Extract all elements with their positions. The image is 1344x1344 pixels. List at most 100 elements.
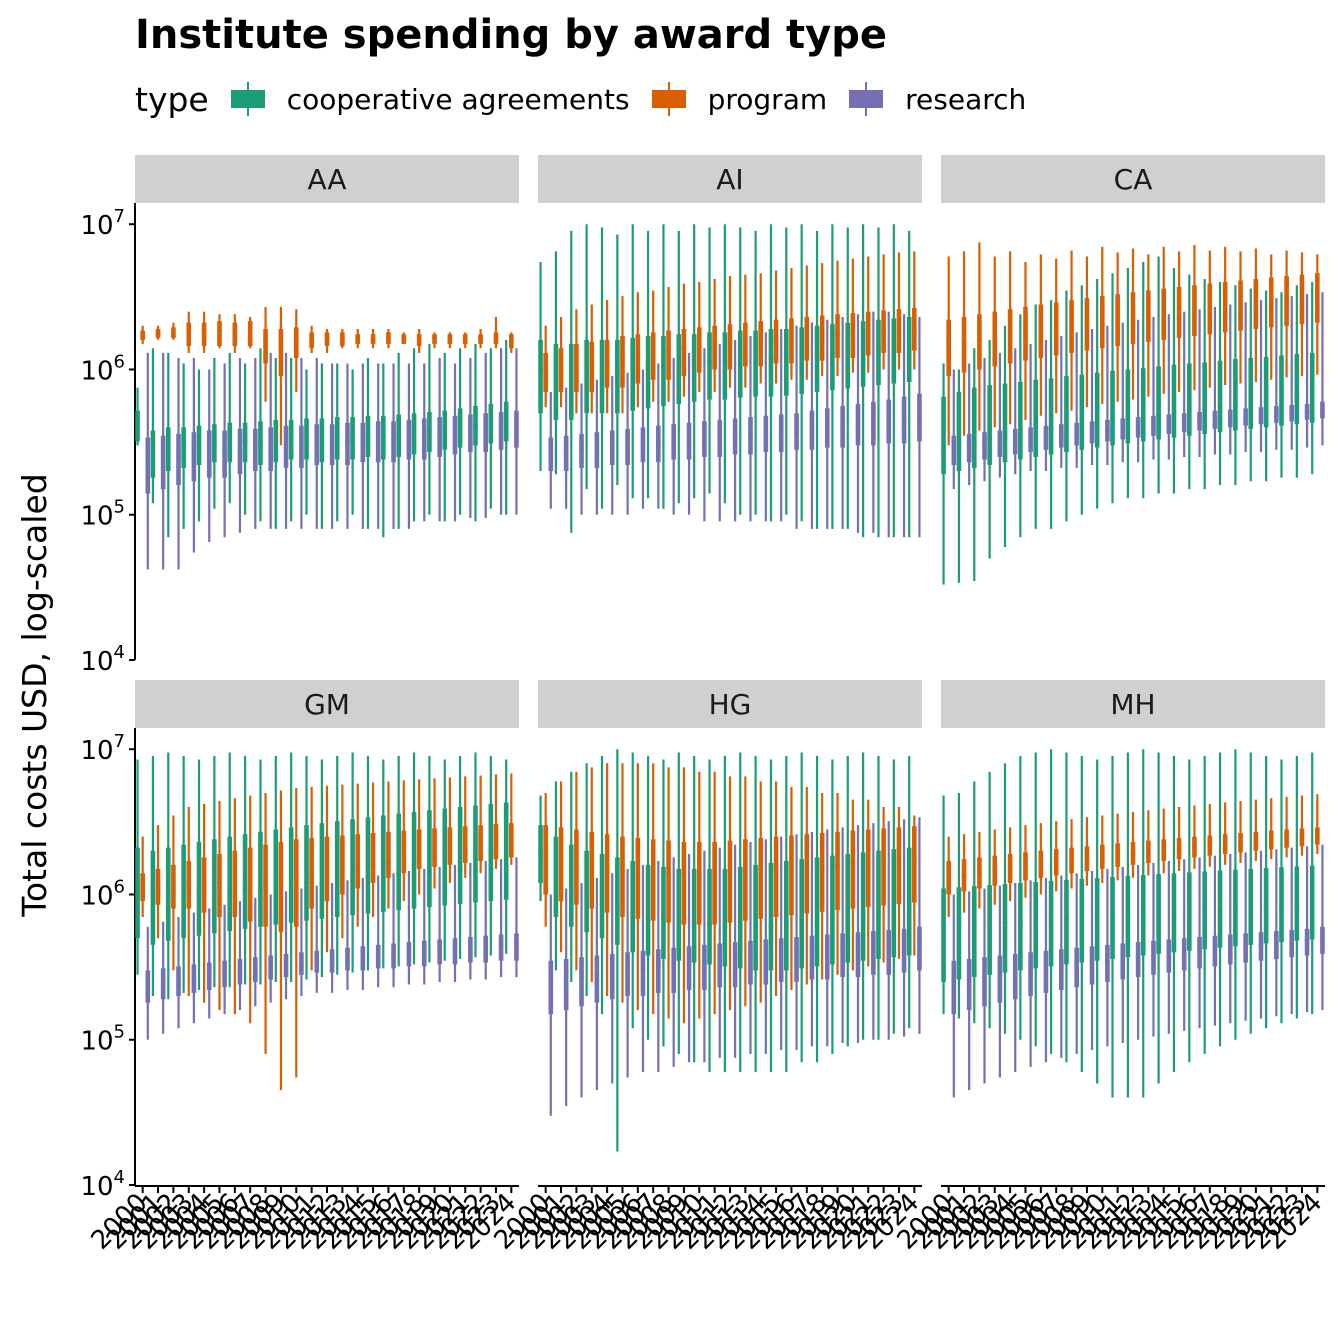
y-tick-label: 106: [80, 351, 125, 386]
boxplot-2016: [391, 873, 396, 988]
boxplot-2016: [784, 227, 789, 515]
box: [727, 324, 733, 370]
boxplot-2013: [1140, 261, 1146, 499]
boxplot-2008: [661, 759, 666, 1047]
facet-strip-label: CA: [1114, 163, 1153, 196]
boxplot-2005: [620, 763, 625, 1003]
box: [1309, 352, 1315, 423]
boxplot-2014: [753, 755, 758, 1072]
box: [1253, 278, 1259, 329]
boxplot-2006: [1033, 752, 1039, 1047]
box: [1110, 876, 1115, 959]
boxplot-2010: [691, 755, 697, 1063]
boxplot-2022: [881, 254, 886, 370]
box: [835, 831, 840, 911]
box: [850, 312, 856, 358]
boxplot-2012: [722, 755, 728, 1072]
boxplot-2001: [558, 781, 564, 953]
box: [1166, 939, 1172, 973]
boxplot-2014: [1166, 314, 1172, 460]
box: [1059, 949, 1064, 991]
boxplot-2006: [1038, 823, 1044, 895]
boxplot-2019: [437, 866, 442, 982]
boxplot-2021: [462, 776, 468, 878]
boxplot-2011: [1120, 866, 1126, 1043]
box: [645, 336, 651, 409]
boxplot-2015: [370, 328, 376, 349]
box: [987, 385, 992, 466]
box: [304, 418, 309, 460]
boxplot-2015: [768, 759, 774, 1072]
boxplot-2014: [1161, 808, 1167, 874]
box: [155, 868, 161, 905]
boxplot-2023: [896, 252, 902, 370]
boxplot-2005: [1023, 825, 1028, 898]
boxplot-2003: [997, 885, 1003, 1078]
box: [1064, 376, 1069, 453]
boxplot-2003: [181, 363, 186, 529]
box: [324, 836, 330, 902]
box: [860, 852, 866, 961]
boxplot-2004: [196, 369, 202, 522]
boxplot-2019: [1238, 251, 1243, 384]
boxplot-2006: [237, 357, 243, 533]
box: [1012, 953, 1018, 1000]
boxplot-2020: [850, 258, 856, 373]
boxplot-2014: [1156, 752, 1161, 1084]
box: [509, 823, 514, 858]
boxplot-2006: [237, 901, 243, 1011]
boxplot-2000: [548, 391, 554, 509]
boxplot-2004: [1002, 325, 1008, 547]
box: [784, 328, 789, 396]
box: [498, 411, 504, 450]
boxplot-2024: [514, 348, 519, 515]
box: [799, 859, 804, 969]
boxplot-2004: [1002, 763, 1008, 1034]
box: [1064, 879, 1069, 965]
facet-strip-label: AI: [716, 163, 743, 196]
box: [558, 827, 564, 902]
box: [845, 853, 851, 963]
boxplot-2007: [1048, 300, 1054, 529]
boxplot-2013: [345, 880, 350, 991]
series-research: [548, 311, 922, 538]
box: [329, 949, 335, 973]
boxplot-2008: [1069, 819, 1074, 889]
series-program: [543, 251, 917, 414]
boxplot-2023: [1299, 795, 1305, 856]
box: [753, 864, 758, 971]
box: [717, 943, 723, 988]
box: [437, 939, 442, 965]
box: [1038, 304, 1044, 358]
box: [278, 841, 284, 933]
box: [946, 319, 951, 377]
box: [1279, 867, 1284, 943]
box: [1263, 868, 1269, 944]
box: [1140, 368, 1146, 442]
boxplot-2012: [329, 882, 335, 993]
boxplot-2004: [206, 908, 212, 1019]
boxplot-2020: [855, 825, 861, 1043]
series-cooperative-agreements: [538, 749, 912, 1152]
box: [391, 421, 396, 463]
boxplot-2016: [1197, 309, 1202, 457]
boxplot-2013: [340, 784, 345, 939]
boxplot-2001: [155, 325, 161, 340]
boxplot-2011: [309, 786, 314, 971]
boxplot-2013: [334, 363, 340, 522]
box: [1304, 928, 1310, 956]
box: [881, 310, 886, 353]
series-program: [140, 306, 514, 446]
box: [437, 417, 442, 457]
box: [722, 332, 728, 400]
box: [809, 935, 815, 980]
box: [809, 410, 815, 450]
box: [329, 424, 335, 466]
boxplot-2011: [717, 343, 723, 522]
boxplot-2018: [416, 328, 422, 353]
box: [1176, 286, 1182, 338]
boxplot-2012: [1130, 248, 1136, 400]
boxplot-2016: [1192, 805, 1197, 869]
boxplot-2014: [763, 839, 769, 1054]
boxplot-2015: [773, 781, 779, 997]
